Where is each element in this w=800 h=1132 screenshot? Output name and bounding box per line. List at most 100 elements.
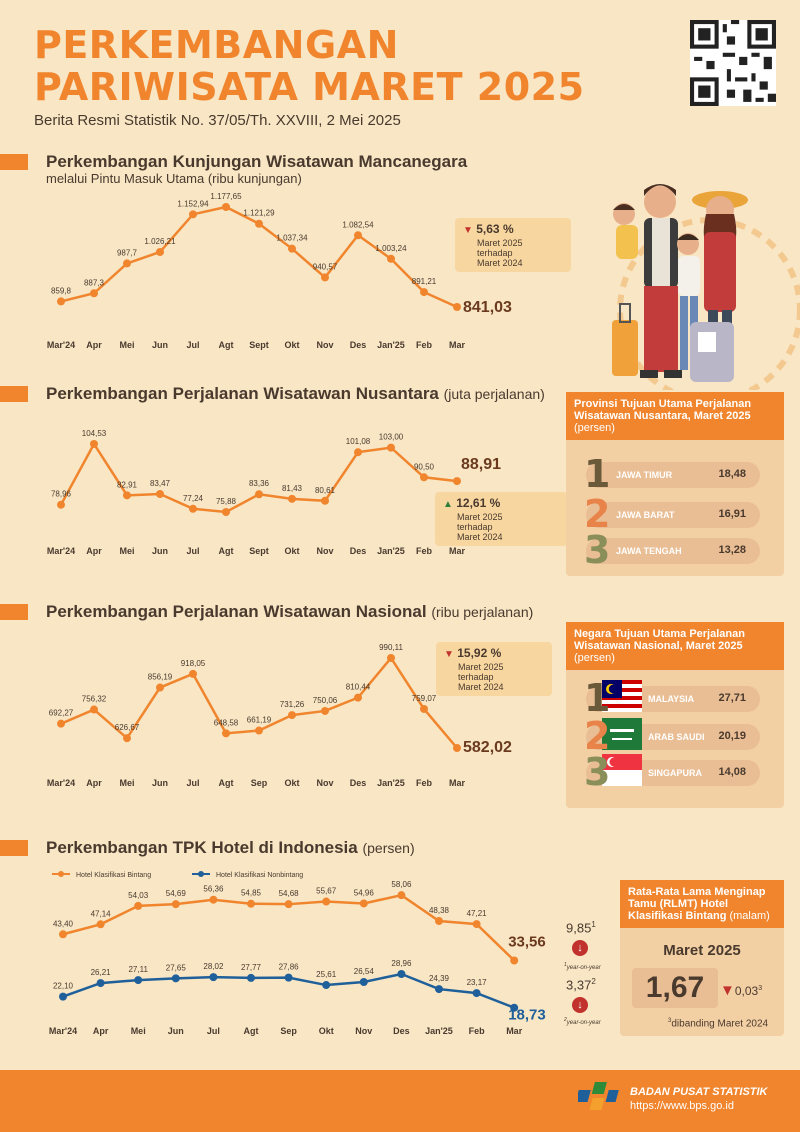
callout-percent: 5,63 % bbox=[476, 222, 514, 236]
x-tick-label: Mei bbox=[119, 340, 134, 350]
data-label: 1.037,34 bbox=[276, 234, 308, 243]
rank-value: 18,48 bbox=[718, 468, 746, 480]
bps-logo-icon[interactable] bbox=[578, 1078, 624, 1120]
data-label: 104,53 bbox=[82, 429, 107, 438]
data-label: 54,85 bbox=[241, 889, 262, 898]
data-point bbox=[90, 440, 98, 448]
down-arrow-icon: ↓ bbox=[572, 940, 588, 956]
rlmt-panel: Rata-Rata Lama Menginap Tamu (RLMT) Hote… bbox=[620, 880, 784, 1036]
series-line bbox=[59, 441, 458, 514]
rank-row: 1 JAWA TIMUR 18,48 bbox=[584, 454, 760, 494]
x-tick-label: Mar'24 bbox=[49, 1026, 77, 1036]
data-point bbox=[255, 219, 263, 228]
page-subtitle: Berita Resmi Statistik No. 37/05/Th. XXV… bbox=[34, 112, 401, 129]
data-label: 27,11 bbox=[128, 965, 148, 974]
x-tick-label: Mei bbox=[131, 1026, 146, 1036]
data-point bbox=[171, 900, 180, 909]
data-label: 918,05 bbox=[181, 659, 206, 668]
section-unit: (juta perjalanan) bbox=[443, 386, 545, 402]
data-label-highlight: 841,03 bbox=[463, 299, 512, 316]
wisman-callout: ▼ 5,63 % Maret 2025 terhadap Maret 2024 bbox=[455, 218, 571, 272]
data-label: 940,57 bbox=[313, 262, 338, 271]
x-tick-label: Mar'24 bbox=[47, 340, 75, 350]
rlmt-change-value: 0,03 bbox=[734, 984, 759, 998]
data-point bbox=[397, 891, 406, 900]
rank-number: 1 bbox=[584, 452, 611, 496]
data-point bbox=[255, 726, 263, 735]
data-point bbox=[510, 1003, 519, 1012]
data-point bbox=[354, 231, 362, 240]
qr-code-icon[interactable] bbox=[690, 20, 776, 106]
data-point bbox=[321, 496, 329, 505]
data-point bbox=[156, 489, 164, 498]
panel-title-text: Negara Tujuan Utama Perjalanan Wisatawan… bbox=[574, 628, 745, 652]
data-point bbox=[222, 729, 230, 738]
data-point bbox=[322, 897, 331, 906]
section-unit: melalui Pintu Masuk Utama (ribu kunjunga… bbox=[46, 171, 302, 186]
data-point bbox=[359, 899, 368, 908]
x-tick-label: Okt bbox=[284, 778, 299, 788]
rank-number: 3 bbox=[584, 528, 611, 572]
rlmt-period: Maret 2025 bbox=[663, 942, 741, 959]
x-tick-label: Agt bbox=[244, 1026, 259, 1036]
footer-org: BADAN PUSAT STATISTIK bbox=[630, 1086, 768, 1098]
rank-row: 2 JAWA BARAT 16,91 bbox=[584, 494, 760, 534]
data-point bbox=[420, 288, 428, 297]
data-point bbox=[90, 705, 98, 714]
data-label: 101,08 bbox=[346, 437, 371, 446]
footer-bar bbox=[0, 1070, 800, 1132]
footer-url-link[interactable]: https://www.bps.go.id bbox=[630, 1100, 734, 1112]
section-title: Perkembangan Perjalanan Wisatawan Nusant… bbox=[46, 384, 545, 404]
x-tick-label: Apr bbox=[93, 1026, 109, 1036]
data-point bbox=[59, 992, 67, 1001]
rank-number: 3 bbox=[584, 750, 611, 794]
wisnus-line-chart: Mar'24 Apr Mei Jun Jul Agt Sept Okt Nov Des Jan'25… bbox=[47, 429, 501, 556]
x-tick-label: Jan'25 bbox=[425, 1026, 453, 1036]
data-point bbox=[354, 448, 362, 457]
data-point bbox=[189, 210, 197, 219]
x-tick-label: Apr bbox=[86, 778, 102, 788]
x-tick-label: Des bbox=[350, 778, 367, 788]
saudi-flag-icon bbox=[602, 718, 642, 750]
data-label: 987,7 bbox=[117, 248, 138, 257]
section-marker bbox=[0, 154, 28, 170]
yoy-value: 3,37 bbox=[566, 977, 592, 993]
data-point bbox=[96, 979, 105, 988]
x-tick-label: Des bbox=[350, 546, 367, 556]
footnote-mark: 3 bbox=[758, 985, 763, 992]
data-label: 887,3 bbox=[84, 278, 105, 287]
section-marker bbox=[0, 604, 28, 620]
panel-title-text: Provinsi Tujuan Utama Perjalanan Wisataw… bbox=[574, 398, 752, 422]
data-label: 54,96 bbox=[354, 888, 375, 897]
data-point bbox=[435, 985, 443, 994]
data-label: 661,19 bbox=[247, 716, 272, 725]
panel-unit: (malam) bbox=[729, 910, 770, 922]
data-label: 891,21 bbox=[412, 277, 437, 286]
data-point bbox=[156, 247, 164, 256]
data-point bbox=[90, 289, 98, 298]
x-tick-label: Sept bbox=[249, 340, 269, 350]
data-point bbox=[222, 508, 230, 516]
data-point bbox=[472, 989, 481, 998]
data-point bbox=[435, 916, 443, 925]
x-tick-label: Jul bbox=[186, 546, 199, 556]
rank-number: 1 bbox=[584, 676, 611, 720]
data-label-highlight: 33,56 bbox=[508, 934, 546, 951]
singapore-flag-icon bbox=[602, 754, 642, 786]
data-label: 75,88 bbox=[216, 497, 237, 506]
data-label: 27,86 bbox=[279, 963, 300, 972]
data-label: 90,50 bbox=[414, 462, 435, 471]
rank-value: 14,08 bbox=[718, 766, 746, 778]
x-tick-label: Nov bbox=[316, 546, 333, 556]
data-point bbox=[134, 976, 143, 985]
x-tick-label: Feb bbox=[469, 1026, 486, 1036]
data-point bbox=[453, 303, 461, 311]
data-point bbox=[123, 491, 131, 500]
data-point bbox=[354, 693, 362, 702]
down-arrow-icon: ↓ bbox=[572, 997, 588, 1013]
data-label: 23,17 bbox=[467, 978, 488, 987]
data-label: 54,03 bbox=[128, 891, 149, 900]
data-label: 47,21 bbox=[467, 909, 488, 918]
x-tick-label: Des bbox=[350, 340, 367, 350]
x-tick-label: Agt bbox=[219, 546, 234, 556]
